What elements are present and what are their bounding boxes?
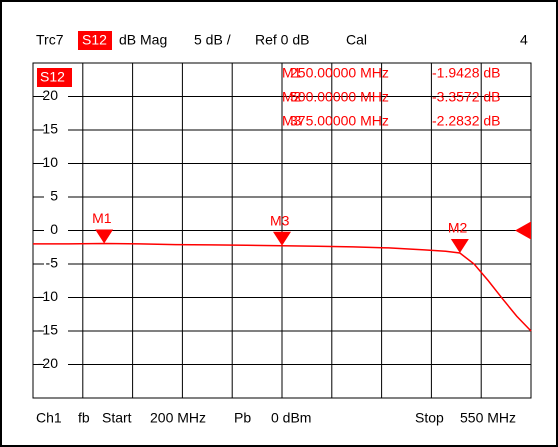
tick-label-bg (44, 356, 68, 373)
header-item: dB Mag (119, 32, 167, 48)
footer-item: 550 MHz (460, 410, 516, 426)
trace (33, 242, 532, 332)
trace-highlight (78, 31, 112, 50)
marker-label: M2 (448, 220, 468, 236)
footer-item: fb (78, 410, 90, 426)
y-tick-label: -10 (38, 288, 58, 304)
y-tick-label: -20 (38, 355, 58, 371)
marker-value: -1.9428 dB (432, 65, 501, 81)
tick-label-bg (44, 122, 68, 138)
marker-frequency: 250.00000 MHz (290, 65, 389, 81)
marker-triangle (273, 231, 291, 246)
header-item: Trc7 (36, 32, 64, 48)
y-tick-label: 15 (42, 121, 58, 137)
trace-label: S12 (40, 69, 65, 85)
header-item: 4 (520, 32, 528, 48)
y-tick-label: 10 (42, 154, 58, 170)
header-item: 5 dB / (194, 32, 231, 48)
marker-value: -3.3572 dB (432, 89, 501, 105)
marker-triangle (450, 238, 469, 253)
marker-name: M3 (282, 113, 302, 129)
marker-frequency: 500.00000 MHz (290, 89, 389, 105)
header-item: S12 (82, 32, 107, 48)
marker-value: -2.2832 dB (432, 113, 501, 129)
y-tick-label: -5 (46, 255, 59, 271)
footer-item: Start (102, 410, 132, 426)
y-tick-label: -15 (38, 322, 58, 338)
y-tick-label: 0 (50, 221, 58, 237)
marker-name: M1 (282, 65, 302, 81)
marker-frequency: 375.00000 MHz (290, 113, 389, 129)
header-item: Cal (346, 32, 367, 48)
tick-label-bg (44, 256, 68, 272)
tick-label-bg (44, 323, 68, 339)
marker-label: M1 (92, 210, 112, 226)
y-tick-label: 20 (42, 87, 58, 103)
trace-label-bg (37, 68, 72, 87)
y-tick-label: 5 (50, 188, 58, 204)
marker-triangle (95, 229, 114, 244)
header-item: Ref 0 dB (255, 32, 309, 48)
footer-item: Ch1 (36, 410, 62, 426)
tick-label-bg (44, 289, 68, 306)
footer-item: Stop (415, 410, 444, 426)
footer-item: Pb (234, 410, 251, 426)
tick-label-bg (44, 155, 68, 172)
tick-label-bg (44, 189, 68, 205)
marker-name: M2 (282, 89, 302, 105)
footer-item: 200 MHz (150, 410, 206, 426)
footer-item: 0 dBm (271, 410, 311, 426)
tick-label-bg (44, 88, 68, 105)
reference-marker (515, 221, 531, 240)
tick-label-bg (44, 222, 68, 239)
marker-label: M3 (270, 213, 290, 229)
